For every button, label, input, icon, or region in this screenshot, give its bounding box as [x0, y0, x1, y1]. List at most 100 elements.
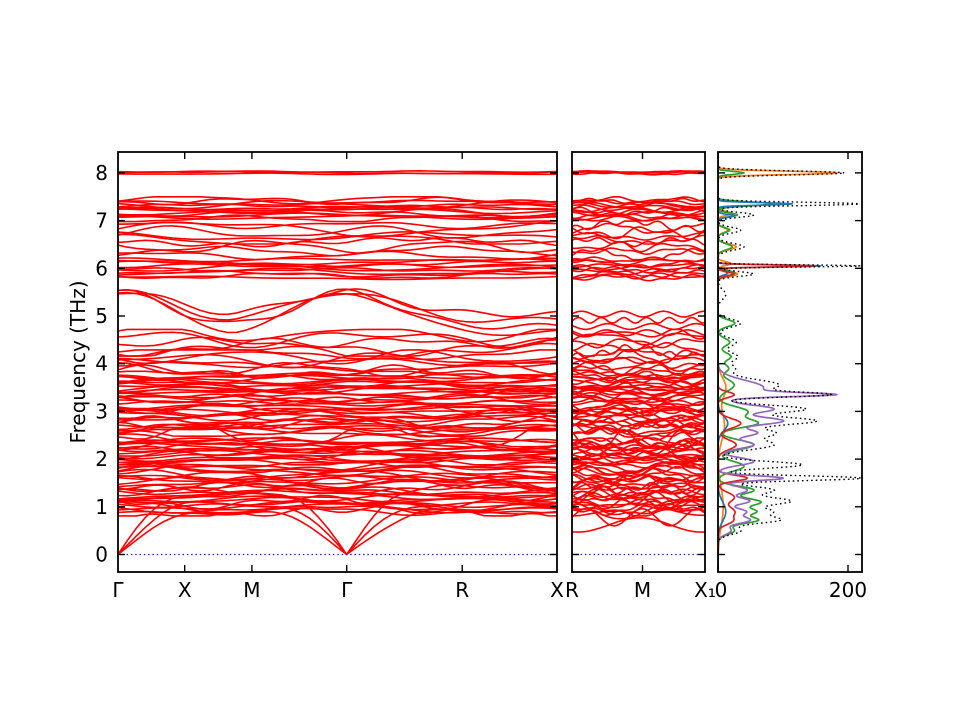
phonon-band — [572, 338, 705, 349]
y-axis-label: Frequency (THz) — [66, 280, 90, 444]
phonon-band — [118, 427, 557, 447]
phonon-band — [118, 414, 557, 427]
phonon-band — [572, 240, 705, 253]
phonon-band — [572, 226, 705, 240]
phonon-band — [572, 386, 705, 396]
phonon-band — [118, 225, 557, 239]
phonon-band — [572, 328, 705, 340]
phonon-band — [572, 413, 705, 424]
phonon-band — [118, 239, 557, 254]
phonon-band — [572, 341, 705, 353]
phonon-band — [118, 411, 557, 423]
band-lines-bands-rmx — [572, 170, 705, 533]
kpoint-label: X — [550, 578, 564, 602]
kpoint-label: X — [178, 578, 192, 602]
phonon-band — [572, 349, 705, 361]
phonon-band — [572, 386, 705, 398]
phonon-band — [118, 388, 557, 396]
phonon-band — [118, 196, 557, 205]
panel-border-dos — [717, 151, 863, 573]
phonon-band — [118, 426, 557, 438]
phonon-band — [572, 322, 705, 331]
phonon-band — [118, 288, 557, 330]
phonon-band — [118, 170, 557, 175]
phonon-band — [118, 357, 557, 369]
phonon-band — [572, 419, 705, 429]
ytick-label: 3 — [95, 399, 108, 423]
dos-curves — [718, 152, 862, 572]
phonon-band — [118, 172, 557, 176]
ytick-label: 1 — [95, 495, 108, 519]
phonon-band — [118, 275, 557, 281]
ytick-label: 5 — [95, 304, 108, 328]
ytick-label: 2 — [95, 447, 108, 471]
phonon-band — [118, 203, 557, 209]
phonon-band — [572, 272, 705, 280]
phonon-band — [572, 170, 705, 173]
phonon-band — [118, 386, 557, 395]
phonon-band — [118, 407, 557, 417]
phonon-band — [572, 516, 705, 533]
phonon-band — [572, 263, 705, 272]
phonon-band — [572, 215, 705, 222]
phonon-band — [118, 461, 557, 469]
phonon-band — [118, 445, 557, 456]
phonon-band — [118, 196, 557, 206]
phonon-band — [572, 498, 705, 520]
phonon-band — [118, 221, 557, 230]
phonon-band — [572, 494, 705, 507]
phonon-band — [118, 257, 557, 263]
phonon-band — [572, 208, 705, 217]
phonon-band — [118, 508, 557, 556]
phonon-band — [118, 288, 557, 318]
phonon-band — [118, 349, 557, 361]
phonon-band — [118, 328, 557, 343]
ytick-label: 6 — [95, 256, 108, 280]
phonon-band — [118, 468, 557, 483]
ytick-label: 0 — [95, 543, 108, 567]
phonon-band — [118, 291, 557, 337]
phonon-band — [572, 196, 705, 203]
phonon-band — [572, 376, 705, 386]
band-lines-bands-main — [118, 170, 557, 556]
phonon-band — [572, 383, 705, 391]
kpoint-label: Γ — [112, 578, 124, 602]
phonon-band — [118, 438, 557, 449]
phonon-band — [572, 396, 705, 403]
phonon-band — [572, 201, 705, 210]
phonon-band — [118, 403, 557, 412]
phonon-band — [572, 442, 705, 455]
phonon-band — [572, 488, 705, 499]
phonon-band — [572, 171, 705, 175]
phonon-band — [572, 356, 705, 370]
phonon-band — [572, 391, 705, 404]
ytick-label: 7 — [95, 209, 108, 233]
phonon-band — [572, 481, 705, 495]
phonon-band — [572, 370, 705, 382]
phonon-band — [118, 505, 557, 517]
phonon-band — [572, 205, 705, 216]
phonon-band — [572, 507, 705, 527]
phonon-band — [118, 267, 557, 276]
phonon-band — [572, 496, 705, 511]
phonon-band — [572, 462, 705, 474]
kpoint-label: X₁ — [694, 578, 716, 602]
phonon-band — [572, 427, 705, 441]
partial-dos-red — [718, 152, 816, 572]
phonon-band — [572, 247, 705, 261]
phonon-band — [118, 377, 557, 385]
panel-border-bands-main — [117, 151, 558, 573]
kpoint-label: M — [243, 578, 260, 602]
phonon-band — [118, 400, 557, 411]
phonon-band — [118, 331, 557, 349]
dos-xtick-label: 0 — [715, 578, 728, 602]
phonon-band — [118, 372, 557, 380]
dos-xtick-label: 200 — [829, 578, 867, 602]
phonon-band — [118, 454, 557, 463]
phonon-band — [118, 501, 557, 556]
phonon-band — [118, 272, 557, 280]
phonon-band — [118, 209, 557, 219]
phonon-band — [118, 289, 557, 324]
phonon-band — [118, 237, 557, 248]
